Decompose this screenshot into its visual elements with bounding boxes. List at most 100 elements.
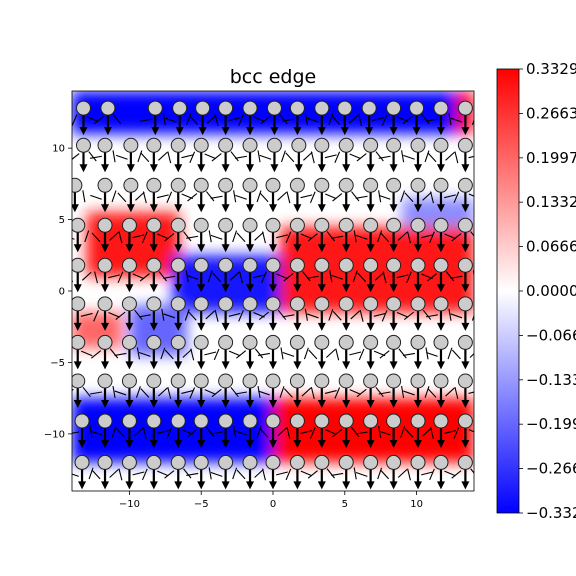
arrow-head: [317, 361, 326, 370]
y-tick-label: 10: [52, 144, 65, 155]
arrow-small: [111, 190, 117, 203]
arrow-small: [213, 348, 220, 361]
arrow-small: [276, 234, 288, 239]
arrow-small: [451, 470, 462, 479]
atom: [410, 257, 426, 273]
arrow-small: [258, 311, 270, 321]
arrow-head: [294, 164, 303, 173]
arrow-head: [246, 284, 255, 293]
arrow-small: [282, 118, 295, 122]
arrow-head: [293, 127, 302, 136]
arrow-small: [427, 152, 437, 163]
arrow-small: [403, 352, 416, 356]
field-region-6: [273, 398, 474, 463]
arrow-head: [414, 204, 423, 213]
arrow-small: [187, 311, 197, 321]
atom: [291, 137, 307, 153]
arrow-small: [257, 150, 261, 163]
arrow-small: [235, 155, 248, 159]
arrow-head: [78, 440, 87, 448]
arrow-head: [197, 400, 206, 408]
arrow-small: [235, 430, 247, 436]
atom: [242, 334, 258, 350]
atom: [193, 334, 209, 350]
arrow-small: [453, 191, 460, 204]
arrow-small: [326, 231, 335, 242]
arrow-small: [210, 234, 223, 240]
atom: [314, 454, 330, 470]
arrow-small: [207, 270, 213, 283]
arrow-head: [246, 361, 255, 370]
atom: [146, 454, 162, 470]
arrow-small: [404, 428, 414, 438]
arrow-small: [397, 231, 408, 241]
arrow-small: [208, 230, 212, 243]
colorbar-tick-label: 0.1332: [526, 193, 576, 211]
atom: [386, 334, 402, 350]
arrow-small: [304, 113, 308, 126]
arrow-head: [293, 284, 302, 293]
arrow-small: [233, 190, 237, 203]
x-tick-label: 0: [270, 499, 276, 510]
arrow-small: [285, 152, 295, 163]
arrow-head: [366, 322, 375, 331]
atom: [289, 217, 305, 233]
colorbar-tick-label: −0.066: [526, 326, 576, 344]
atom: [121, 413, 137, 429]
arrow-small: [93, 115, 104, 125]
arrow-small: [300, 233, 313, 240]
atom: [170, 257, 186, 273]
arrow-head: [389, 127, 398, 136]
arrow-head: [366, 244, 375, 253]
arrow-small: [253, 116, 265, 122]
arrow-head: [342, 284, 351, 293]
atom: [265, 454, 281, 470]
arrow-small: [306, 117, 319, 123]
arrow-small: [403, 390, 415, 396]
arrow-small: [132, 471, 145, 476]
arrow-small: [235, 194, 247, 200]
arrow-small: [112, 385, 116, 399]
atom: [265, 334, 281, 350]
arrow-head: [174, 244, 183, 253]
arrow-small: [133, 427, 144, 437]
atom: [410, 177, 426, 193]
arrow-head: [221, 204, 230, 213]
arrow-small: [112, 114, 122, 125]
atom: [289, 454, 305, 470]
atom: [338, 373, 354, 389]
arrow-small: [115, 428, 125, 438]
arrow-head: [436, 204, 445, 213]
arrow-head: [221, 361, 230, 370]
atom: [193, 137, 209, 153]
arrow-small: [72, 153, 80, 160]
atom: [121, 217, 137, 233]
arrow-head: [101, 164, 110, 173]
arrow-head: [389, 361, 398, 370]
arrow-head: [366, 481, 375, 490]
arrow-small: [84, 230, 90, 243]
arrow-small: [256, 426, 262, 438]
arrow-small: [109, 348, 119, 359]
arrow-head: [436, 244, 445, 253]
arrow-head: [414, 361, 423, 370]
atom: [242, 217, 258, 233]
arrow-small: [403, 311, 415, 321]
arrow-small: [396, 312, 409, 318]
arrow-small: [141, 468, 148, 481]
arrow-small: [378, 430, 391, 436]
arrow-small: [332, 193, 343, 202]
atom: [218, 413, 234, 429]
atom: [314, 334, 330, 350]
arrow-small: [204, 153, 216, 160]
arrow-small: [351, 426, 360, 438]
arrow-small: [300, 430, 313, 434]
arrow-head: [270, 127, 279, 136]
atom: [193, 373, 209, 389]
arrow-head: [293, 481, 302, 490]
arrow-head: [365, 127, 374, 136]
arrow-head: [317, 284, 326, 293]
arrow-head: [126, 204, 135, 213]
arrow-head: [269, 322, 277, 331]
atom: [265, 177, 281, 193]
